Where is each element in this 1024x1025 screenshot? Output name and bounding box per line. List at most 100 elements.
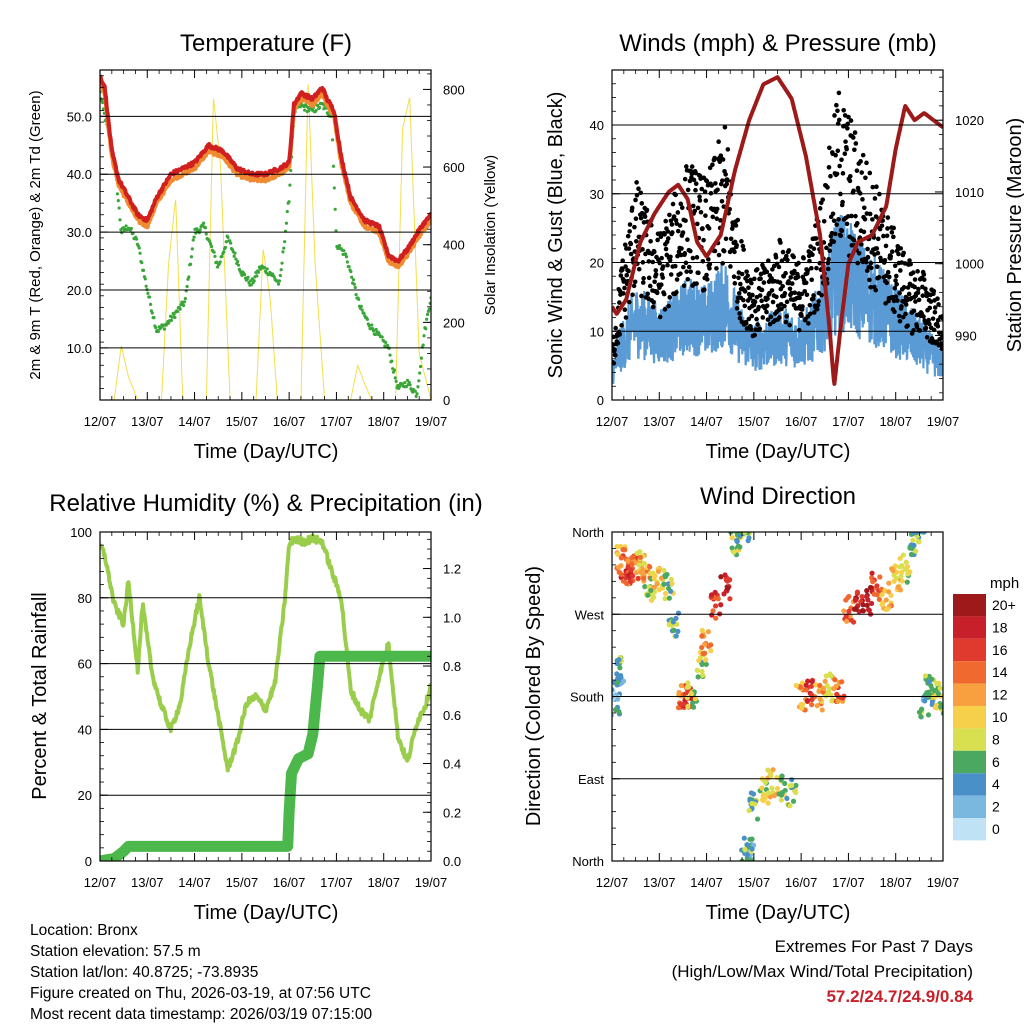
y-tick-label: 60 [78, 657, 92, 672]
dewpoint-point [167, 321, 171, 325]
gust-point [926, 317, 931, 323]
direction-point [665, 581, 671, 587]
dewpoint-point [370, 323, 374, 327]
gust-point [662, 232, 667, 237]
gust-point [796, 260, 801, 266]
gust-point [849, 213, 854, 219]
gust-point [907, 258, 912, 263]
y-tick-label: 20 [78, 788, 92, 803]
direction-point [625, 558, 631, 564]
colorbar-label: 12 [992, 687, 1008, 703]
gust-point [713, 181, 718, 186]
direction-point [774, 785, 781, 792]
direction-point [684, 684, 690, 690]
direction-point [699, 633, 705, 639]
colorbar-label: 8 [992, 731, 1000, 747]
gust-point [718, 218, 723, 223]
gust-point [623, 315, 629, 320]
colorbar-label: 10 [992, 709, 1008, 725]
gust-point [703, 198, 709, 203]
direction-point [891, 578, 897, 584]
y-tick-label: South [570, 690, 604, 705]
gust-point [621, 291, 626, 296]
extremes-value: 57.2/24.7/24.9/0.84 [826, 987, 973, 1006]
dewpoint-point [417, 379, 421, 383]
gust-point [895, 298, 900, 303]
colorbar-swatch [953, 706, 986, 729]
colorbar-swatch [953, 638, 986, 662]
gust-point [852, 130, 858, 135]
direction-point [850, 619, 857, 625]
gust-point [724, 181, 730, 187]
direction-point [874, 583, 880, 589]
y2-tick-label: 0.6 [443, 708, 461, 723]
humidity-title: Relative Humidity (%) & Precipitation (i… [49, 490, 482, 517]
dewpoint-point [428, 301, 431, 305]
dewpoint-point [141, 268, 146, 272]
gust-point [827, 242, 833, 247]
dewpoint-point [246, 275, 250, 279]
dewpoint-point [117, 206, 121, 210]
gust-point [867, 277, 872, 283]
dewpoint-point [180, 300, 184, 304]
temperature-title: Temperature (F) [180, 30, 352, 57]
direction-point [784, 795, 790, 802]
gust-point [696, 270, 701, 276]
direction-point [876, 596, 882, 603]
direction-point [670, 619, 676, 625]
direction-point [814, 703, 820, 709]
station-latlon: Station lat/lon: 40.8725; -73.8935 [30, 964, 259, 981]
gust-point [770, 267, 775, 272]
gust-point [741, 247, 746, 252]
gust-point [783, 270, 788, 276]
gust-point [867, 211, 873, 217]
direction-point [922, 698, 928, 704]
x-tick-label: 12/07 [596, 414, 629, 429]
y2-tick-label: 600 [443, 160, 465, 175]
gust-point [710, 162, 715, 168]
dewpoint-point [314, 108, 318, 113]
gust-point [706, 226, 712, 231]
direction-point [904, 564, 911, 570]
x-tick-label: 18/07 [367, 414, 400, 429]
dewpoint-point [316, 103, 320, 108]
dewpoint-point [345, 260, 349, 264]
direction-point [790, 798, 797, 804]
direction-point [628, 567, 634, 573]
dewpoint-point [392, 368, 397, 372]
gust-point [814, 265, 819, 271]
direction-point [661, 567, 667, 574]
gust-point [819, 292, 824, 298]
x-tick-label: 16/07 [785, 875, 818, 890]
dewpoint-point [357, 297, 361, 301]
gust-point [725, 147, 731, 152]
gust-point [809, 265, 814, 271]
gust-point [681, 264, 686, 270]
winds-title: Winds (mph) & Pressure (mb) [619, 30, 936, 57]
gust-point [836, 117, 842, 123]
gust-point [832, 113, 837, 118]
gust-point [828, 173, 833, 179]
colorbar-label: 2 [992, 799, 1000, 815]
gust-point [875, 236, 881, 242]
direction-point [754, 816, 761, 822]
direction-point [641, 575, 647, 581]
x-tick-label: 19/07 [927, 414, 960, 429]
y-tick-label: 30 [590, 187, 604, 202]
gust-point [932, 305, 938, 310]
direction-point [799, 680, 805, 686]
direction-point [768, 772, 774, 779]
direction-point [666, 595, 672, 601]
gust-point [854, 168, 860, 173]
gust-point [685, 237, 690, 242]
gust-point [735, 217, 741, 223]
colorbar-swatch [953, 818, 986, 841]
direction-point [699, 668, 705, 675]
gust-point [855, 260, 860, 266]
direction-point [744, 842, 750, 848]
direction-point [737, 532, 743, 535]
direction-point [904, 579, 910, 585]
y2-tick-label: 800 [443, 82, 465, 97]
gust-point [661, 291, 667, 297]
gust-point [894, 281, 899, 287]
